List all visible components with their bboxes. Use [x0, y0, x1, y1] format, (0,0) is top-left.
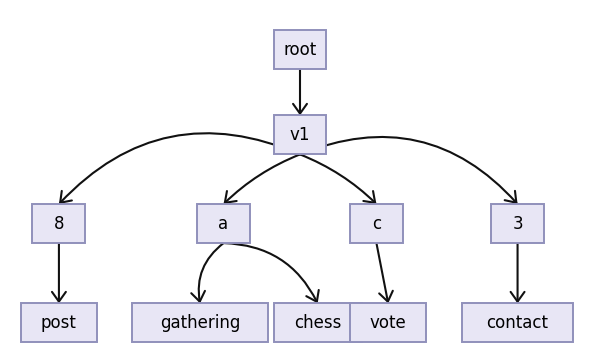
- FancyBboxPatch shape: [350, 303, 427, 342]
- FancyArrowPatch shape: [300, 155, 375, 203]
- Text: c: c: [372, 215, 381, 232]
- FancyArrowPatch shape: [225, 155, 300, 203]
- FancyArrowPatch shape: [60, 133, 300, 203]
- FancyArrowPatch shape: [511, 243, 524, 302]
- Text: 3: 3: [512, 215, 523, 232]
- FancyBboxPatch shape: [20, 303, 97, 342]
- Text: root: root: [283, 41, 317, 59]
- Text: v1: v1: [290, 126, 310, 144]
- Text: post: post: [41, 314, 77, 332]
- FancyBboxPatch shape: [133, 303, 268, 342]
- FancyArrowPatch shape: [191, 243, 224, 302]
- Text: 8: 8: [53, 215, 64, 232]
- FancyBboxPatch shape: [491, 204, 544, 243]
- FancyBboxPatch shape: [274, 303, 362, 342]
- Text: vote: vote: [370, 314, 407, 332]
- Text: a: a: [218, 215, 229, 232]
- Text: gathering: gathering: [160, 314, 240, 332]
- FancyBboxPatch shape: [197, 204, 250, 243]
- FancyBboxPatch shape: [274, 30, 326, 69]
- FancyBboxPatch shape: [32, 204, 85, 243]
- Text: chess: chess: [294, 314, 341, 332]
- FancyBboxPatch shape: [462, 303, 574, 342]
- Text: contact: contact: [487, 314, 548, 332]
- FancyArrowPatch shape: [224, 243, 319, 302]
- FancyBboxPatch shape: [350, 204, 403, 243]
- FancyArrowPatch shape: [300, 137, 517, 203]
- FancyArrowPatch shape: [293, 69, 307, 114]
- FancyArrowPatch shape: [52, 243, 66, 302]
- FancyBboxPatch shape: [274, 115, 326, 155]
- FancyArrowPatch shape: [376, 243, 393, 302]
